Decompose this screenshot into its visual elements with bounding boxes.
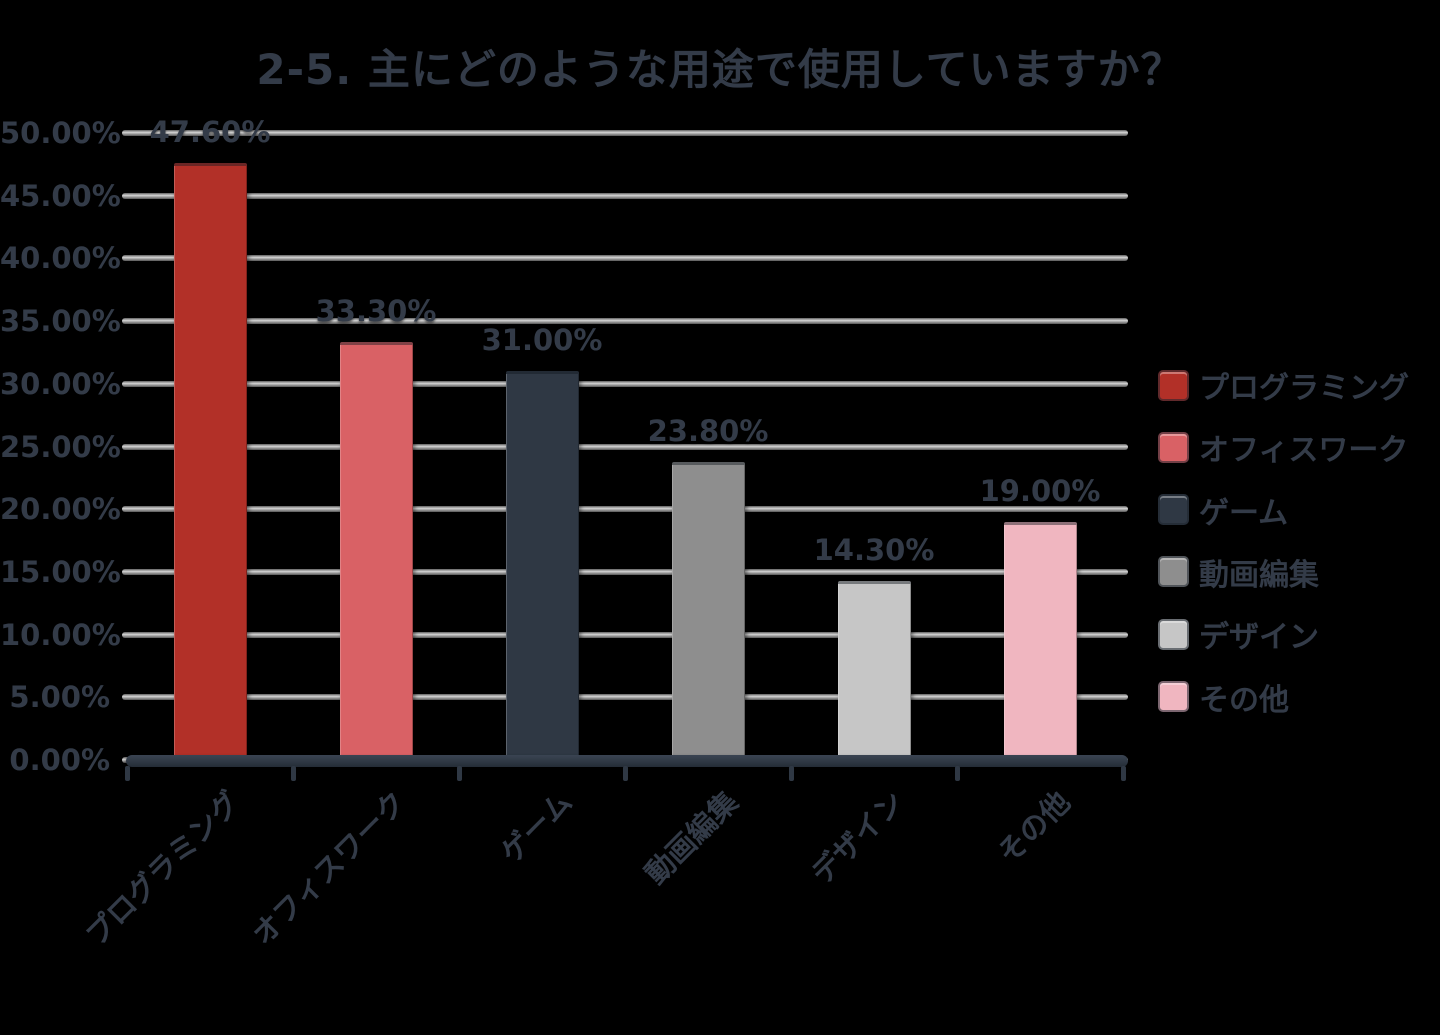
legend-item-プログラミング: プログラミング (1158, 368, 1409, 406)
gridline (122, 192, 1128, 199)
legend-label: デザイン (1199, 620, 1319, 656)
bar-value-label: 47.60% (149, 115, 271, 150)
gridline (122, 255, 1128, 262)
legend-item-デザイン: デザイン (1158, 617, 1319, 655)
chart-title: 2-5. 主にどのような用途で使用していますか？ (256, 45, 1184, 94)
legend-label: その他 (1199, 682, 1289, 718)
legend-swatch (1158, 369, 1189, 401)
y-tick-label: 30.00% (0, 366, 121, 401)
y-tick-label: 5.00% (9, 680, 110, 715)
legend-label: オフィスワーク (1199, 433, 1409, 469)
legend-swatch (1158, 494, 1189, 526)
gridline (122, 506, 1128, 513)
bar-value-label: 33.30% (315, 294, 437, 329)
bar-プログラミング (173, 163, 247, 761)
legend-item-その他: その他 (1158, 680, 1289, 718)
legend-label: プログラミング (1199, 371, 1409, 406)
bar-ゲーム (505, 371, 579, 761)
x-axis-tick (291, 766, 296, 781)
bar-オフィスワーク (339, 342, 413, 761)
y-tick-label: 25.00% (0, 429, 121, 464)
bar-動画編集 (671, 461, 745, 761)
y-tick-label: 50.00% (0, 116, 121, 150)
legend-item-ゲーム: ゲーム (1158, 493, 1288, 531)
gridline (122, 568, 1128, 575)
y-tick-label: 15.00% (0, 554, 121, 589)
x-axis-tick (789, 766, 794, 781)
gridline (122, 318, 1128, 325)
gridline (122, 631, 1128, 638)
x-axis-tick (457, 766, 462, 781)
y-tick-label: 35.00% (0, 304, 121, 339)
legend-item-動画編集: 動画編集 (1158, 555, 1319, 593)
x-axis-tick (955, 766, 960, 781)
y-tick-label: 40.00% (0, 241, 121, 276)
legend-swatch (1158, 681, 1189, 712)
bar-その他 (1003, 521, 1077, 761)
bar-value-label: 23.80% (647, 413, 769, 448)
legend-swatch (1158, 556, 1189, 588)
legend-swatch (1158, 431, 1189, 463)
bar-chart: 2-5. 主にどのような用途で使用していますか？ 0.00% 5.00% 10.00… (0, 45, 1409, 952)
y-tick-label: 10.00% (0, 617, 121, 652)
bar-value-label: 14.30% (813, 532, 935, 567)
legend-label: 動画編集 (1199, 557, 1319, 593)
y-tick-label: 45.00% (0, 178, 121, 213)
x-axis-tick (125, 766, 130, 781)
bar-デザイン (837, 580, 911, 761)
gridline (122, 694, 1128, 701)
legend-label: ゲーム (1199, 495, 1289, 531)
gridline (122, 443, 1128, 450)
bar-value-label: 31.00% (481, 323, 603, 358)
x-axis-tick (623, 766, 628, 781)
gridline (122, 380, 1128, 387)
legend-swatch (1158, 618, 1189, 650)
legend-item-オフィスワーク: オフィスワーク (1158, 430, 1408, 468)
x-axis-tick (1121, 766, 1126, 781)
bar-value-label: 19.00% (979, 473, 1101, 508)
y-tick-label: 20.00% (0, 492, 121, 527)
gridline (122, 130, 1128, 136)
x-axis-line (126, 755, 1128, 767)
y-tick-label: 0.00% (9, 743, 110, 777)
